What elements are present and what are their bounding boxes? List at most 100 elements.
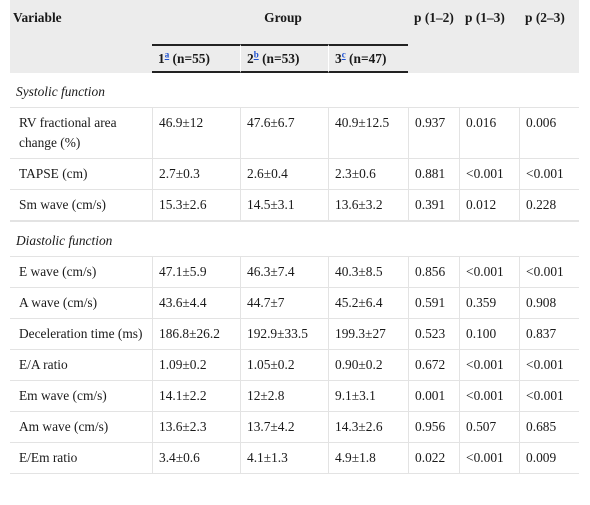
- p23-value: <0.001: [519, 350, 580, 381]
- variable-header: Variable: [10, 0, 152, 73]
- p23-value: 0.006: [519, 108, 580, 159]
- row-label: Sm wave (cm/s): [10, 190, 152, 221]
- results-table: Variable Group p (1–2) p (1–3) p (2–3) 1…: [10, 0, 580, 474]
- spacer-cell: [10, 221, 580, 222]
- p23-value: 0.908: [519, 288, 580, 319]
- group-1-value: 1.09±0.2: [152, 350, 240, 381]
- group-3-value: 199.3±27: [328, 319, 409, 350]
- row-label: E/A ratio: [10, 350, 152, 381]
- p12-value: 0.523: [408, 319, 460, 350]
- group-2-value: 14.5±3.1: [240, 190, 328, 221]
- p23-value: 0.009: [519, 443, 580, 474]
- group-2-header: 2b (n=53): [240, 44, 328, 73]
- group-2-value: 2.6±0.4: [240, 159, 328, 190]
- footnote-b-link[interactable]: b: [253, 49, 259, 60]
- row-label: E/Em ratio: [10, 443, 152, 474]
- group-2-value: 46.3±7.4: [240, 257, 328, 288]
- group-1-value: 15.3±2.6: [152, 190, 240, 221]
- group-3-value: 9.1±3.1: [328, 381, 409, 412]
- footnote-c-link[interactable]: c: [341, 49, 346, 60]
- p12-header: p (1–2): [408, 0, 460, 73]
- group-2-value: 44.7±7: [240, 288, 328, 319]
- p13-value: <0.001: [459, 257, 520, 288]
- group-2-value: 4.1±1.3: [240, 443, 328, 474]
- group-2-value: 47.6±6.7: [240, 108, 328, 159]
- p12-value: 0.937: [408, 108, 460, 159]
- group-3-value: 40.9±12.5: [328, 108, 409, 159]
- p23-value: <0.001: [519, 159, 580, 190]
- table-row: Am wave (cm/s) 13.6±2.3 13.7±4.2 14.3±2.6 0.…: [10, 412, 580, 443]
- row-label: TAPSE (cm): [10, 159, 152, 190]
- p12-value: 0.001: [408, 381, 460, 412]
- row-label: Em wave (cm/s): [10, 381, 152, 412]
- p12-value: 0.856: [408, 257, 460, 288]
- group-1-value: 13.6±2.3: [152, 412, 240, 443]
- p12-value: 0.022: [408, 443, 460, 474]
- p23-value: <0.001: [519, 257, 580, 288]
- p13-value: <0.001: [459, 381, 520, 412]
- table-body: Systolic function RV fractional area chan…: [10, 73, 580, 474]
- group-1-value: 14.1±2.2: [152, 381, 240, 412]
- group-1-value: 47.1±5.9: [152, 257, 240, 288]
- group-1-header: 1a (n=55): [152, 44, 240, 73]
- group-3-value: 2.3±0.6: [328, 159, 409, 190]
- table-row: E/A ratio 1.09±0.2 1.05±0.2 0.90±0.2 0.672 <0…: [10, 350, 580, 381]
- row-label: Deceleration time (ms): [10, 319, 152, 350]
- group-1-value: 43.6±4.4: [152, 288, 240, 319]
- p13-value: 0.016: [459, 108, 520, 159]
- table-row: Sm wave (cm/s) 15.3±2.6 14.5±3.1 13.6±3.2 0.…: [10, 190, 580, 221]
- table-row: A wave (cm/s) 43.6±4.4 44.7±7 45.2±6.4 0.591…: [10, 288, 580, 319]
- table-header: Variable Group p (1–2) p (1–3) p (2–3) 1…: [10, 0, 580, 73]
- table-row: RV fractional area change (%) 46.9±12 47.6…: [10, 108, 580, 159]
- group-3-value: 40.3±8.5: [328, 257, 409, 288]
- row-label: Am wave (cm/s): [10, 412, 152, 443]
- p23-header: p (2–3): [519, 0, 580, 73]
- footnote-a-link[interactable]: a: [164, 49, 170, 60]
- table-row: Em wave (cm/s) 14.1±2.2 12±2.8 9.1±3.1 0.001…: [10, 381, 580, 412]
- section-header-row: Diastolic function: [10, 222, 580, 257]
- p23-value: 0.837: [519, 319, 580, 350]
- group-2-value: 1.05±0.2: [240, 350, 328, 381]
- row-label: A wave (cm/s): [10, 288, 152, 319]
- p13-header: p (1–3): [459, 0, 520, 73]
- p23-value: 0.685: [519, 412, 580, 443]
- p13-value: <0.001: [459, 159, 520, 190]
- p13-value: 0.012: [459, 190, 520, 221]
- p12-value: 0.391: [408, 190, 460, 221]
- group-3-value: 0.90±0.2: [328, 350, 409, 381]
- p12-value: 0.881: [408, 159, 460, 190]
- group-3-header: 3c (n=47): [328, 44, 409, 73]
- p13-value: 0.359: [459, 288, 520, 319]
- section-header-row: Systolic function: [10, 73, 580, 108]
- group-header: Group: [152, 0, 409, 44]
- row-label: E wave (cm/s): [10, 257, 152, 288]
- p13-value: <0.001: [459, 443, 520, 474]
- group-2-value: 12±2.8: [240, 381, 328, 412]
- group-1-value: 3.4±0.6: [152, 443, 240, 474]
- p12-value: 0.591: [408, 288, 460, 319]
- row-label: RV fractional area change (%): [10, 108, 152, 159]
- group-3-value: 45.2±6.4: [328, 288, 409, 319]
- group-1-value: 186.8±26.2: [152, 319, 240, 350]
- section-title: Diastolic function: [10, 222, 580, 257]
- group-2-value: 13.7±4.2: [240, 412, 328, 443]
- p23-value: <0.001: [519, 381, 580, 412]
- group-1-value: 46.9±12: [152, 108, 240, 159]
- group-1-value: 2.7±0.3: [152, 159, 240, 190]
- p13-value: <0.001: [459, 350, 520, 381]
- table-row: E wave (cm/s) 47.1±5.9 46.3±7.4 40.3±8.5 0.8…: [10, 257, 580, 288]
- p13-value: 0.507: [459, 412, 520, 443]
- table-container: Variable Group p (1–2) p (1–3) p (2–3) 1…: [10, 0, 580, 505]
- group-2-value: 192.9±33.5: [240, 319, 328, 350]
- p12-value: 0.672: [408, 350, 460, 381]
- group-3-value: 14.3±2.6: [328, 412, 409, 443]
- p13-value: 0.100: [459, 319, 520, 350]
- group-3-value: 4.9±1.8: [328, 443, 409, 474]
- section-title: Systolic function: [10, 73, 580, 108]
- table-row: E/Em ratio 3.4±0.6 4.1±1.3 4.9±1.8 0.022 <0.0…: [10, 443, 580, 474]
- p23-value: 0.228: [519, 190, 580, 221]
- table-row: Deceleration time (ms) 186.8±26.2 192.9±33…: [10, 319, 580, 350]
- p12-value: 0.956: [408, 412, 460, 443]
- section-spacer: [10, 221, 580, 222]
- table-row: TAPSE (cm) 2.7±0.3 2.6±0.4 2.3±0.6 0.881 <0.0…: [10, 159, 580, 190]
